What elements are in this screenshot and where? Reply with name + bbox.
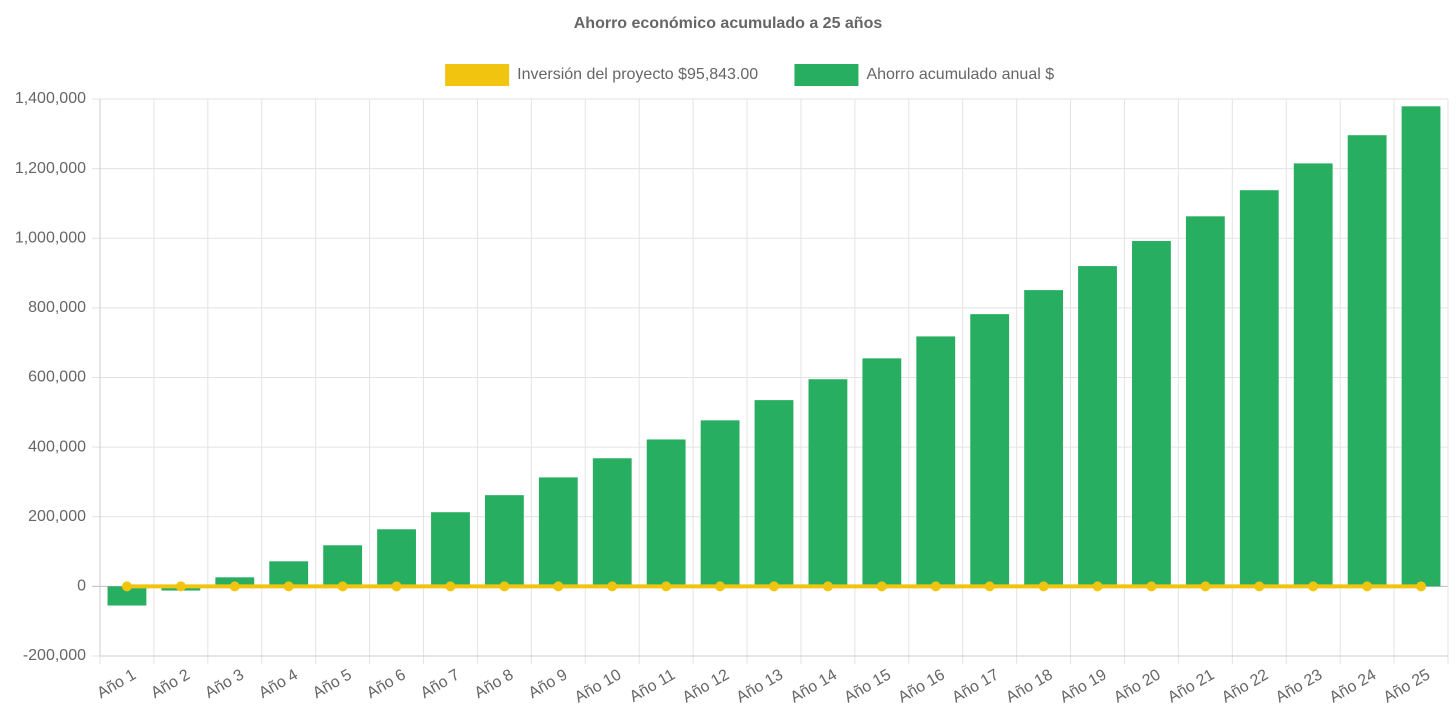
x-tick-label: Año 10 [572,666,625,706]
x-tick-label: Año 8 [472,666,517,702]
x-tick-label: Año 23 [1273,666,1326,706]
x-tick-label: Año 15 [842,666,895,706]
bar [1078,266,1117,587]
line-point [391,581,402,592]
x-tick-label: Año 12 [680,666,733,706]
bar [1293,163,1333,587]
legend-label: Inversión del proyecto $95,843.00 [517,66,758,83]
x-tick-label: Año 19 [1057,666,1110,706]
y-tick-label: 400,000 [28,438,86,455]
x-tick-label: Año 16 [895,666,948,706]
bar [1132,241,1171,587]
line-point [822,581,833,592]
x-tick-label: Año 24 [1327,666,1380,706]
x-tick-label: Año 25 [1381,666,1434,706]
bar [107,586,147,606]
x-tick-label: Año 6 [364,666,409,702]
line-point [1092,581,1103,592]
bar [1185,216,1225,587]
bar [646,439,686,587]
x-tick-label: Año 20 [1111,666,1164,706]
line-point [1308,581,1319,592]
legend-swatch [794,64,859,86]
bar [484,495,524,587]
bar [431,512,470,587]
line-point [876,581,887,592]
line-point [121,581,132,592]
x-tick-label: Año 17 [949,666,1002,706]
y-tick-label: 0 [77,578,86,595]
bar [592,458,632,587]
x-tick-label: Año 13 [734,666,787,706]
x-tick-label: Año 18 [1003,666,1056,706]
line-point [661,581,672,592]
line-point [984,581,995,592]
bar [1239,190,1279,587]
x-tick-label: Año 2 [148,666,193,702]
bar [862,358,902,587]
y-tick-label: 600,000 [28,369,86,386]
x-tick-label: Año 21 [1165,666,1218,706]
y-tick-label: 1,200,000 [15,160,86,177]
legend-swatch [445,64,510,86]
x-tick-label: Año 4 [256,666,301,702]
line-point [175,581,186,592]
bar [1347,135,1387,587]
line-point [1146,581,1157,592]
bar [808,379,848,587]
line-point [1254,581,1265,592]
line-point [1416,581,1427,592]
line-point [1362,581,1373,592]
x-tick-label: Año 14 [788,666,841,706]
bar [916,336,956,587]
y-tick-label: 200,000 [28,508,86,525]
bar [1401,106,1441,587]
line-point [229,581,240,592]
line-point [607,581,618,592]
bar [700,420,740,587]
line-point [769,581,779,592]
line-point [337,581,348,592]
y-tick-label: 1,400,000 [15,90,86,107]
line-point [1200,581,1211,592]
x-tick-label: Año 7 [418,666,463,702]
x-tick-label: Año 5 [310,666,355,702]
bar [1024,290,1064,587]
x-tick-label: Año 9 [526,666,571,702]
y-tick-label: 800,000 [28,299,86,316]
y-tick-label: 1,000,000 [15,229,86,246]
line-point [553,581,564,592]
line-point [283,581,294,592]
legend-label: Ahorro acumulado anual $ [866,66,1054,83]
line-point [499,581,510,592]
bar [538,477,578,587]
line-point [445,581,456,592]
line-point [715,581,726,592]
bar [970,314,1010,587]
bar [323,545,363,587]
y-tick-label: -200,000 [23,647,86,664]
x-tick-label: Año 3 [202,666,247,702]
x-tick-label: Año 22 [1219,666,1272,706]
bar [754,400,794,587]
chart-title: Ahorro económico acumulado a 25 años [574,15,883,32]
x-tick-label: Año 1 [94,666,139,702]
bar [377,529,416,587]
x-tick-label: Año 11 [627,666,678,706]
line-point [930,581,941,592]
line-point [1038,581,1049,592]
